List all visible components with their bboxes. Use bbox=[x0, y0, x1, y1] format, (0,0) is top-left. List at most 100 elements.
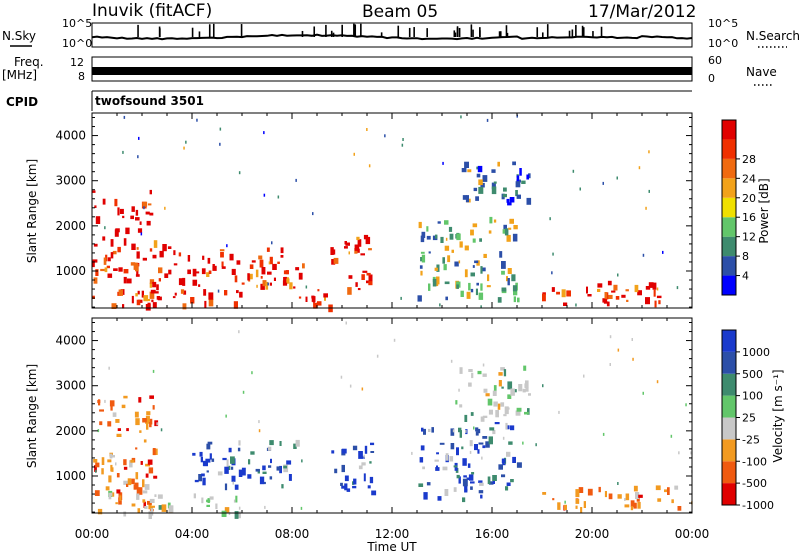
x-axis-label: Time UT bbox=[366, 540, 417, 554]
heatmap-cell bbox=[526, 197, 532, 205]
heatmap-cell bbox=[164, 206, 166, 210]
heatmap-cell bbox=[107, 421, 112, 427]
heatmap-cell bbox=[456, 284, 459, 289]
noise-spikes bbox=[137, 23, 603, 37]
y-tick-label: 3000 bbox=[55, 174, 86, 188]
heatmap-cell bbox=[428, 251, 431, 254]
power-colorbar-label: Power [dB] bbox=[757, 178, 771, 243]
colorbar-tick-label: 4 bbox=[742, 270, 749, 283]
heatmap-cell bbox=[136, 270, 139, 277]
heatmap-cell bbox=[658, 300, 661, 305]
heatmap-cell bbox=[501, 287, 507, 292]
heatmap-cell bbox=[458, 427, 462, 433]
cpid-value: twofsound 3501 bbox=[95, 94, 204, 108]
heatmap-cell bbox=[280, 255, 284, 258]
heatmap-cell bbox=[461, 446, 464, 450]
heatmap-cell bbox=[506, 451, 511, 457]
heatmap-cell bbox=[552, 252, 554, 256]
heatmap-cell bbox=[358, 465, 363, 470]
heatmap-cell bbox=[482, 436, 488, 439]
heatmap-cell bbox=[436, 452, 439, 455]
heatmap-cell bbox=[420, 251, 425, 254]
heatmap-cell bbox=[366, 128, 368, 131]
heatmap-cell bbox=[208, 298, 214, 307]
heatmap-cell bbox=[107, 273, 113, 278]
heatmap-cell bbox=[648, 189, 650, 193]
heatmap-cell bbox=[231, 268, 236, 275]
heatmap-cell bbox=[247, 474, 252, 479]
heatmap-cell bbox=[491, 186, 497, 195]
heatmap-cell bbox=[123, 459, 127, 466]
heatmap-cell bbox=[478, 480, 483, 483]
heatmap-cell bbox=[667, 487, 670, 495]
heatmap-cell bbox=[420, 235, 425, 243]
heatmap-cell bbox=[493, 181, 497, 184]
heatmap-cell bbox=[625, 289, 629, 292]
heatmap-cell bbox=[340, 375, 343, 379]
heatmap-cell bbox=[442, 257, 445, 264]
heatmap-cell bbox=[579, 187, 581, 191]
heatmap-cell bbox=[506, 198, 510, 203]
heatmap-cell bbox=[453, 465, 458, 468]
heatmap-cell bbox=[459, 241, 463, 248]
x-tick-label: 00:00 bbox=[75, 527, 110, 541]
heatmap-cell bbox=[491, 182, 496, 190]
heatmap-cell bbox=[222, 457, 227, 461]
heatmap-cell bbox=[104, 226, 106, 230]
heatmap-cell bbox=[269, 282, 272, 286]
heatmap-cell bbox=[93, 243, 98, 247]
heatmap-cell bbox=[135, 418, 140, 426]
heatmap-cell bbox=[488, 409, 493, 415]
heatmap-cell bbox=[470, 412, 474, 416]
heatmap-cell bbox=[217, 471, 223, 476]
colorbar-segment bbox=[722, 417, 736, 440]
heatmap-cell bbox=[140, 232, 143, 236]
x-tick-label: 00:00 bbox=[675, 527, 710, 541]
heatmap-cell bbox=[95, 462, 100, 468]
heatmap-cell bbox=[464, 245, 469, 251]
heatmap-cell bbox=[119, 495, 122, 501]
heatmap-cell bbox=[361, 274, 365, 280]
heatmap-cell bbox=[482, 373, 487, 377]
heatmap-cell bbox=[126, 428, 129, 432]
heatmap-cell bbox=[149, 291, 155, 299]
heatmap-cell bbox=[219, 142, 221, 146]
heatmap-cell bbox=[450, 359, 453, 363]
heatmap-cell bbox=[122, 215, 125, 219]
heatmap-cell bbox=[624, 498, 626, 501]
heatmap-cell bbox=[440, 236, 444, 243]
heatmap-cell bbox=[158, 505, 163, 510]
colorbar-tick-label: 20 bbox=[742, 192, 756, 205]
heatmap-cell bbox=[116, 473, 120, 478]
heatmap-cell bbox=[249, 264, 254, 269]
heatmap-cell bbox=[148, 511, 152, 519]
colorbar-segment bbox=[722, 236, 736, 257]
heatmap-cell bbox=[516, 194, 521, 199]
heatmap-cell bbox=[112, 412, 117, 417]
heatmap-cell bbox=[298, 272, 303, 280]
heatmap-cell bbox=[330, 247, 334, 255]
heatmap-cell bbox=[230, 456, 235, 464]
heatmap-cell bbox=[657, 498, 662, 502]
heatmap-cell bbox=[621, 294, 626, 298]
heatmap-cell bbox=[345, 242, 350, 246]
y-tick-label: 1000 bbox=[55, 264, 86, 278]
heatmap-cell bbox=[226, 244, 228, 248]
heatmap-cell bbox=[611, 290, 616, 293]
heatmap-cell bbox=[202, 460, 207, 466]
heatmap-cell bbox=[269, 476, 273, 480]
heatmap-cell bbox=[147, 302, 151, 309]
heatmap-cell bbox=[656, 295, 662, 299]
heatmap-cell bbox=[208, 270, 212, 274]
y-tick-label: 4000 bbox=[55, 334, 86, 348]
heatmap-cell bbox=[123, 238, 127, 246]
heatmap-cell bbox=[269, 256, 273, 265]
heatmap-cell bbox=[435, 467, 440, 471]
heatmap-cell bbox=[206, 443, 211, 450]
heatmap-cell bbox=[118, 497, 122, 505]
heatmap-cell bbox=[516, 407, 522, 412]
heatmap-cell bbox=[234, 484, 239, 490]
heatmap-cell bbox=[458, 476, 461, 484]
heatmap-cell bbox=[102, 198, 106, 205]
heatmap-cell bbox=[217, 289, 220, 293]
